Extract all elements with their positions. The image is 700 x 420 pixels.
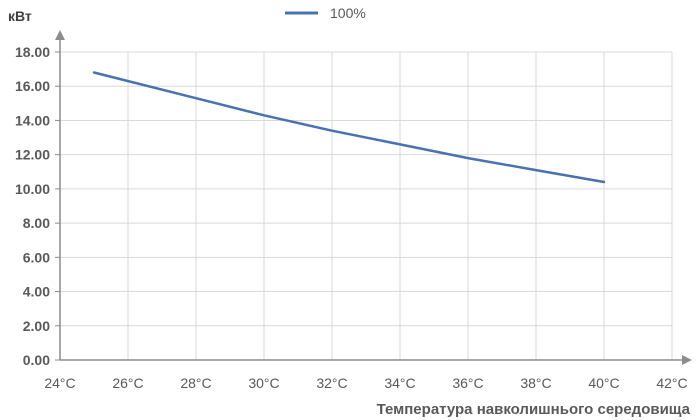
y-axis-unit-label: кВт xyxy=(8,8,32,24)
axes xyxy=(55,30,692,365)
legend-label-100: 100% xyxy=(330,5,366,21)
x-axis-arrow xyxy=(682,355,692,365)
y-tick-label: 8.00 xyxy=(23,215,50,231)
x-tick-label: 36°C xyxy=(452,375,483,391)
legend: 100% xyxy=(285,5,366,21)
x-tick-label: 30°C xyxy=(248,375,279,391)
y-tick-label: 16.00 xyxy=(15,78,50,94)
x-tick-label: 26°C xyxy=(112,375,143,391)
y-tick-label: 6.00 xyxy=(23,249,50,265)
y-tick-label: 4.00 xyxy=(23,284,50,300)
y-tick-label: 14.00 xyxy=(15,112,50,128)
series-line-0 xyxy=(92,71,606,184)
y-axis-arrow xyxy=(55,30,65,40)
series-group xyxy=(92,71,606,184)
x-tick-labels: 24°C 26°C 28°C 30°C 32°C 34°C 36°C 38°C 40°C 42°C xyxy=(44,375,687,391)
y-tick-label: 18.00 xyxy=(15,44,50,60)
grid-lines xyxy=(60,51,673,360)
x-tick-label: 28°C xyxy=(180,375,211,391)
x-tick-label: 24°C xyxy=(44,375,75,391)
x-tick-label: 42°C xyxy=(656,375,687,391)
x-tick-label: 38°C xyxy=(520,375,551,391)
y-tick-label: 2.00 xyxy=(23,318,50,334)
y-tick-labels: 0.00 2.00 4.00 6.00 8.00 10.00 12.00 14.00 16.00… xyxy=(15,44,60,368)
x-axis-title: Температура навколишнього середовища xyxy=(377,401,691,418)
y-tick-label: 0.00 xyxy=(23,352,50,368)
x-tick-label: 34°C xyxy=(384,375,415,391)
x-tick-label: 32°C xyxy=(316,375,347,391)
y-tick-label: 10.00 xyxy=(15,181,50,197)
y-tick-label: 12.00 xyxy=(15,147,50,163)
x-tick-label: 40°C xyxy=(588,375,619,391)
